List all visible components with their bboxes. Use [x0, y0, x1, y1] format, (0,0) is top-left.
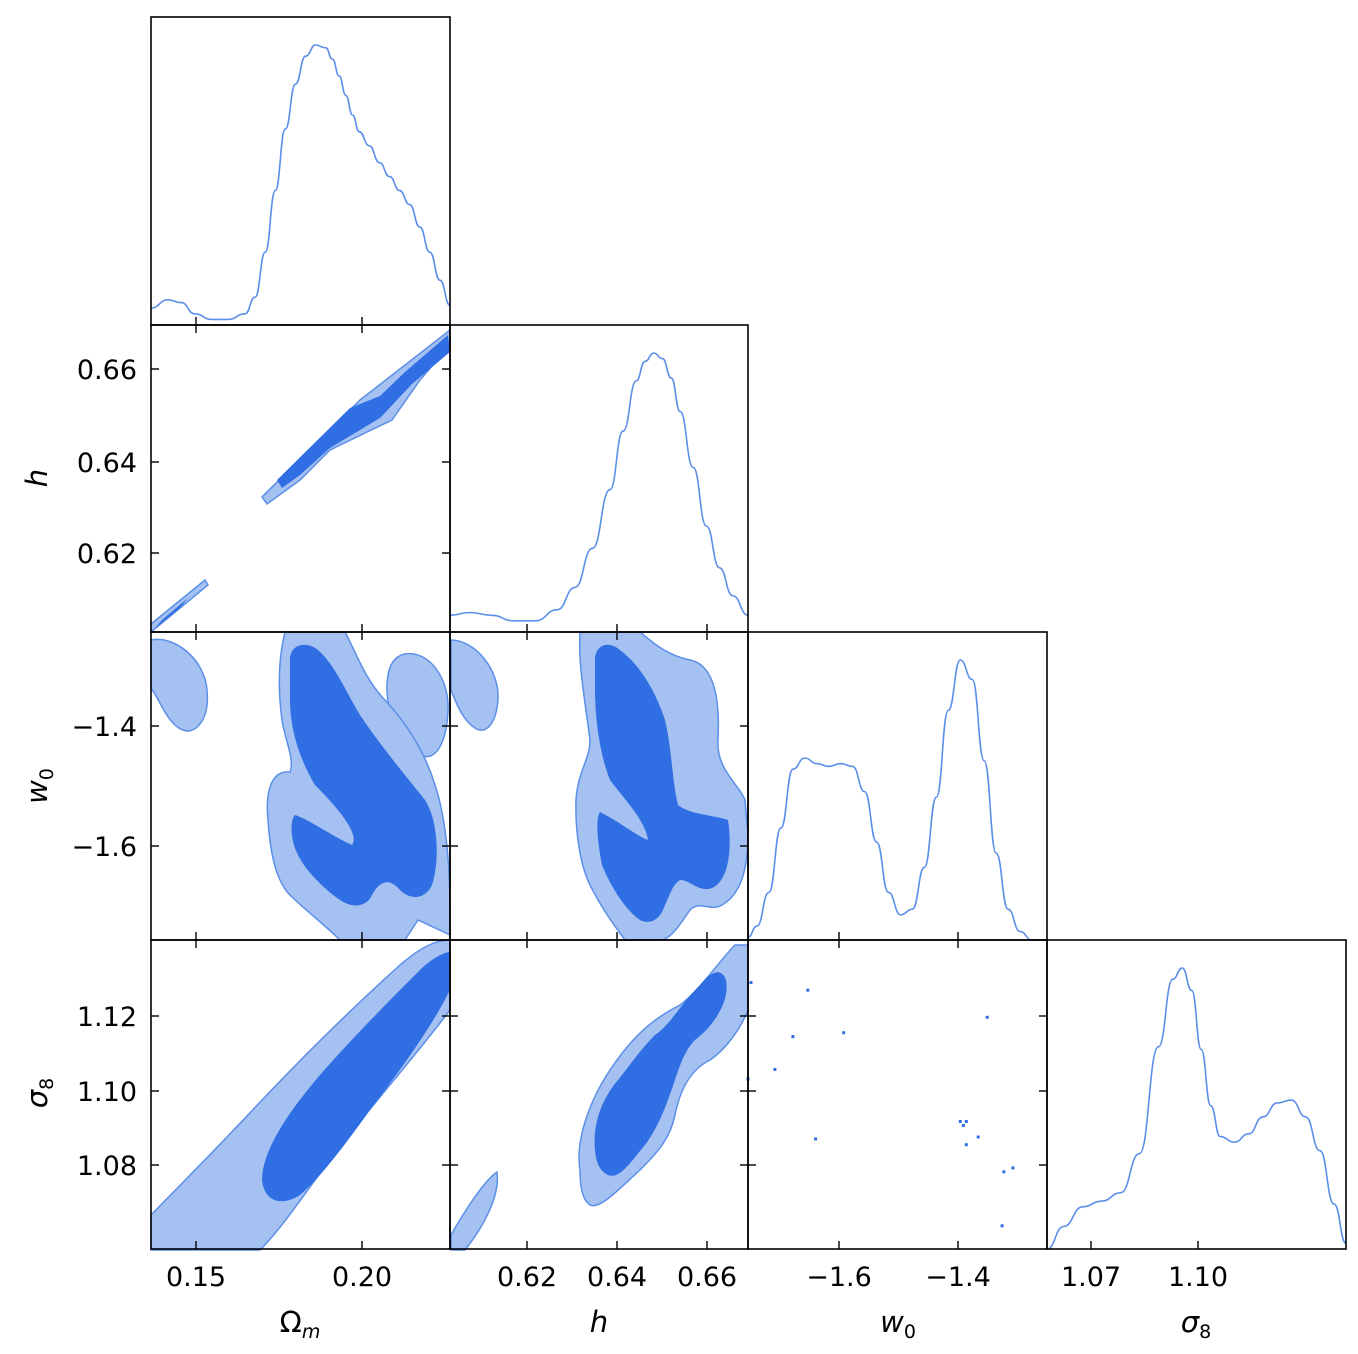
scatter-point	[1000, 1224, 1004, 1228]
x-tick-w0-1: −1.6	[806, 1262, 872, 1293]
x-label-w0: w0	[880, 1305, 916, 1343]
contour-omega-w0-68-main	[290, 644, 437, 906]
frame-sigma8-marginal	[1046, 939, 1347, 1250]
x-tick-sigma8-2: 1.10	[1168, 1262, 1228, 1293]
x-label-h: h	[590, 1305, 608, 1339]
y-tick-w0-2: −1.6	[71, 832, 137, 863]
contour-omega-w0	[150, 631, 451, 941]
marginal-curve-w0	[747, 659, 1047, 941]
y-tick-sigma8-2: 1.10	[77, 1077, 137, 1108]
contour-omega-sigma8	[150, 939, 451, 1251]
y-tick-labels: 0.66 0.64 0.62 −1.4 −1.6 1.12 1.10 1.08	[71, 355, 137, 1182]
contour-omega-h-68-tail	[155, 598, 188, 628]
frame-w0-marginal	[747, 631, 1048, 941]
scatter-point	[791, 1035, 795, 1039]
x-tick-w0-2: −1.4	[925, 1262, 991, 1293]
scatter-point	[842, 1031, 846, 1035]
marginal-curve-omegam	[150, 44, 451, 321]
contour-h-w0	[450, 631, 749, 941]
marginals	[150, 44, 1347, 1250]
scatter-point	[1002, 1170, 1006, 1174]
x-tick-h-3: 0.66	[677, 1262, 737, 1293]
y-label-h: h	[20, 469, 54, 487]
x-label-omega-m: Ωm	[280, 1305, 321, 1343]
frame-h-marginal	[449, 324, 749, 633]
contour-h-w0-95-left	[450, 639, 499, 731]
ticks	[151, 317, 1199, 1249]
contour-h-w0-68-main	[595, 644, 730, 922]
x-tick-labels: 0.15 0.20 0.62 0.64 0.66 −1.6 −1.4 1.07 …	[166, 1262, 1228, 1293]
x-tick-h-2: 0.64	[587, 1262, 647, 1293]
y-tick-h-2: 0.64	[77, 448, 137, 479]
scatter-point	[814, 1137, 818, 1141]
contour-omega-w0-95-left	[150, 638, 209, 732]
scatter-point	[964, 1120, 968, 1123]
scatter-point	[958, 1120, 962, 1123]
scatter-point	[976, 1135, 980, 1139]
x-tick-omega-1: 0.15	[166, 1262, 226, 1293]
contour-h-sigma8-68-main	[594, 972, 727, 1176]
y-tick-h-3: 0.62	[77, 539, 137, 570]
x-tick-omega-2: 0.20	[332, 1262, 392, 1293]
x-tick-h-1: 0.62	[497, 1262, 557, 1293]
y-label-w0: w0	[20, 768, 58, 804]
y-label-sigma8: σ8	[20, 1078, 58, 1108]
y-tick-sigma8-1: 1.12	[77, 1002, 137, 1033]
x-axis-labels: Ωm h w0 σ8	[280, 1305, 1212, 1343]
scatter-point	[1011, 1166, 1015, 1170]
scatter-point	[985, 1015, 989, 1019]
y-tick-w0-1: −1.4	[71, 712, 137, 743]
marginal-curve-h	[449, 352, 749, 622]
contour-omega-sigma8-68	[262, 952, 450, 1202]
contour-omega-h-68	[277, 335, 450, 488]
panel-backgrounds	[151, 17, 450, 325]
panel-frames	[150, 16, 1347, 1250]
scatter-point	[961, 1123, 965, 1127]
x-tick-sigma8-1: 1.07	[1061, 1262, 1121, 1293]
y-tick-sigma8-3: 1.08	[77, 1151, 137, 1182]
y-axis-labels: h w0 σ8	[20, 469, 58, 1108]
scatter-point	[773, 1067, 777, 1071]
x-label-sigma8: σ8	[1181, 1305, 1211, 1343]
contour-omega-h	[150, 328, 451, 634]
scatter-w0-sigma8	[746, 981, 1015, 1228]
contour-h-sigma8	[450, 944, 749, 1251]
scatter-point	[749, 981, 753, 984]
frame-w0-sigma8	[747, 939, 1048, 1250]
y-tick-h-1: 0.66	[77, 355, 137, 386]
scatter-point	[806, 988, 810, 992]
contour-h-sigma8-95-tail	[450, 1170, 499, 1251]
scatter-point	[964, 1143, 968, 1147]
marginal-curve-sigma8	[1046, 967, 1347, 1250]
